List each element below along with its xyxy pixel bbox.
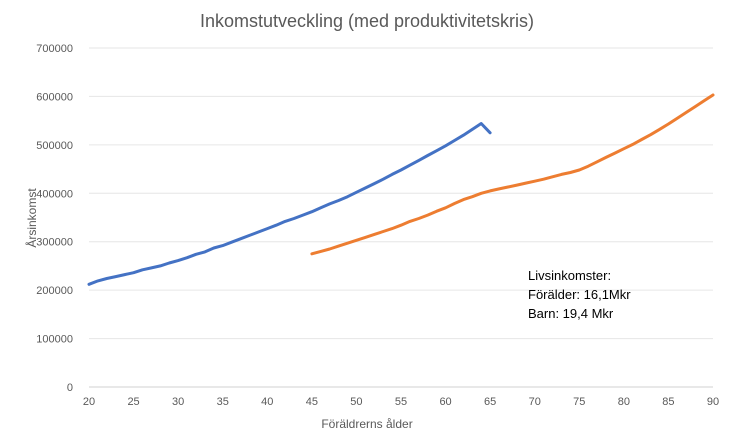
annotation-parent: Förälder: 16,1Mkr	[528, 287, 631, 302]
y-tick-label: 0	[67, 382, 73, 394]
x-axis-label: Föräldrerns ålder	[321, 417, 412, 431]
x-tick-label: 60	[439, 396, 451, 408]
x-tick-label: 40	[261, 396, 273, 408]
y-tick-label: 300000	[36, 237, 73, 249]
x-tick-label: 85	[662, 396, 674, 408]
annotation-child: Barn: 19,4 Mkr	[528, 306, 614, 321]
series-line-2	[310, 93, 715, 256]
y-tick-label: 100000	[36, 334, 73, 346]
x-tick-label: 50	[350, 396, 362, 408]
chart-title: Inkomstutveckling (med produktivitetskri…	[200, 11, 534, 31]
x-tick-label: 55	[395, 396, 407, 408]
series-lines	[87, 93, 715, 286]
x-tick-label: 80	[618, 396, 630, 408]
x-tick-label: 20	[83, 396, 95, 408]
annotation-heading: Livsinkomster:	[528, 268, 611, 283]
x-axis-ticks: 20 25 30 35 40 45 50 55 60 65 70 75 80 85 90	[83, 396, 719, 408]
y-axis-label: Årsinkomst	[24, 188, 39, 248]
y-tick-label: 400000	[36, 188, 73, 200]
y-tick-label: 500000	[36, 140, 73, 152]
y-tick-label: 200000	[36, 285, 73, 297]
x-tick-label: 90	[707, 396, 719, 408]
gridlines	[89, 47, 713, 388]
x-tick-label: 30	[172, 396, 184, 408]
x-tick-label: 45	[306, 396, 318, 408]
series-line-1	[87, 122, 492, 286]
lifetime-income-annotation: Livsinkomster: Förälder: 16,1Mkr Barn: 1…	[528, 268, 631, 321]
x-tick-label: 35	[217, 396, 229, 408]
y-tick-label: 600000	[36, 91, 73, 103]
y-tick-label: 700000	[36, 43, 73, 55]
x-tick-label: 75	[573, 396, 585, 408]
y-axis-ticks: 0 100000 200000 300000 400000 500000 600000 700…	[36, 43, 73, 394]
x-tick-label: 65	[484, 396, 496, 408]
x-tick-label: 25	[127, 396, 139, 408]
x-tick-label: 70	[529, 396, 541, 408]
